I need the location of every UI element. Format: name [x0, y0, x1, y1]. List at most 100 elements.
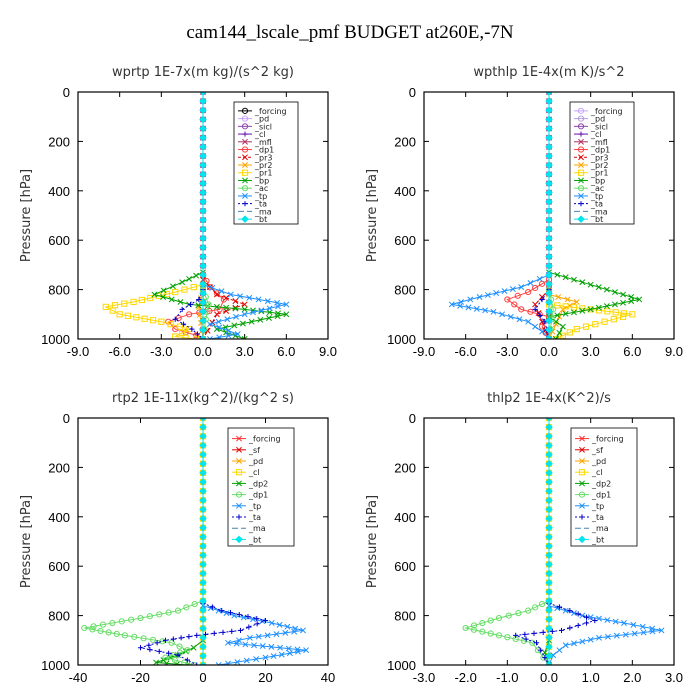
series-point_tp: [255, 296, 262, 303]
legend-marker_ta: [236, 514, 242, 520]
series-point_tp: [225, 327, 232, 334]
series-point_bp: [620, 291, 627, 298]
legend-label: _pr2: [590, 161, 608, 170]
series-point_pr1: [566, 329, 573, 336]
series-point_dp1: [186, 311, 193, 318]
legend-label: _ta: [590, 200, 603, 209]
series-line_dp1: [167, 274, 225, 339]
series-point_bt: [545, 661, 553, 665]
legend-label: _pd: [254, 115, 269, 124]
series-point_ta: [178, 635, 184, 641]
legend-label: _ac: [254, 184, 268, 193]
series-point_bt: [545, 624, 553, 633]
legend-marker_forcing: [577, 107, 585, 114]
legend-marker_dp1: [578, 491, 586, 498]
legend-label: _forcing: [248, 435, 281, 444]
legend-label: _forcing: [591, 435, 624, 444]
plot-frame: [423, 417, 675, 666]
series-point_ta: [202, 631, 209, 637]
x-tick-label: 0: [199, 670, 206, 685]
legend-label: _ta: [591, 513, 604, 522]
series-point_tp: [587, 614, 594, 621]
series-point_ta: [539, 296, 545, 303]
series-point_ta: [154, 640, 160, 646]
series-point_tp: [639, 623, 646, 630]
series-point_bt: [199, 478, 207, 486]
series-point_bp: [620, 299, 627, 306]
series-point_ta: [246, 624, 252, 630]
series-point_bt: [545, 188, 553, 197]
x-tick-label: -6.0: [454, 344, 476, 359]
legend-label: _mfl: [590, 138, 608, 147]
series-point_bt: [199, 335, 207, 339]
series-point_bt: [545, 533, 553, 541]
x-tick-label: 6.0: [277, 344, 295, 359]
series-point_pr2: [555, 294, 562, 300]
series-point_tp: [234, 331, 241, 338]
series-point_ta: [522, 631, 528, 637]
series-point_dp1: [190, 661, 197, 665]
series-point_tp: [234, 659, 241, 665]
series-point_bt: [545, 542, 553, 550]
legend-marker_sicl: [577, 123, 585, 130]
series-point_ta: [262, 617, 269, 624]
series-point_ta: [513, 632, 519, 638]
legend-label: _sicl: [254, 122, 272, 131]
series-point_ta: [540, 629, 546, 635]
x-tick-label: 1.0: [582, 670, 600, 685]
series-point_dp1: [169, 652, 176, 659]
series-point_tp: [231, 612, 238, 619]
legend-label: _dp2: [591, 479, 611, 488]
series-point_bt: [545, 243, 553, 252]
series-point_bp: [160, 287, 167, 294]
series-point_tp: [268, 620, 275, 626]
series-point_bt: [199, 418, 207, 422]
series-point_tp: [216, 334, 223, 339]
series-point_tp: [277, 644, 284, 651]
series-point_bt: [199, 92, 207, 96]
y-tick-label: 200: [394, 134, 416, 149]
legend-box: [570, 427, 638, 547]
x-tick-label: 40: [321, 670, 335, 685]
series-point_bt: [199, 569, 207, 578]
series-point_pr1: [138, 296, 145, 304]
series-point_bp: [554, 271, 561, 278]
series-point_tp: [206, 336, 213, 339]
series-point_bt: [545, 578, 553, 587]
series-point_ta: [170, 636, 176, 642]
series-point_pr1: [149, 317, 157, 324]
series-point_dp1: [184, 647, 191, 654]
legend-label: _pd: [248, 457, 263, 466]
legend-marker_forcing: [241, 107, 249, 114]
panel-title: rtp2 1E-11x(kg^2)/(kg^2 s): [112, 391, 294, 406]
series-point_bt: [199, 207, 207, 215]
series-point_ta: [211, 630, 217, 636]
legend-marker_cl: [578, 131, 584, 137]
series-point_ta: [180, 321, 187, 327]
series-point_pr3: [223, 294, 230, 301]
series-point_tp: [225, 660, 231, 665]
series-point_pr1: [158, 318, 165, 325]
series-point_bt: [199, 179, 207, 188]
series-point_bt: [199, 597, 207, 605]
series-point_bt: [545, 505, 553, 514]
series-point_bt: [199, 542, 207, 550]
series-point_dp1: [518, 306, 525, 313]
series-point_dp1: [191, 600, 198, 608]
series-point_tp: [223, 610, 230, 617]
series-point_tp: [640, 629, 647, 636]
legend-marker_tp: [578, 192, 584, 199]
series-point_pr1: [620, 310, 628, 317]
series-point_bt: [545, 597, 553, 605]
legend-marker_pr1: [241, 169, 249, 176]
series-point_bp: [636, 296, 643, 303]
series-point_tp: [484, 292, 491, 298]
series-point_dp1: [487, 630, 494, 637]
series-point_bt: [199, 588, 207, 596]
series-point_tp: [556, 647, 563, 654]
series-layer: [462, 418, 665, 665]
series-point_tp: [218, 288, 225, 295]
legend-label: _mfl: [254, 138, 272, 147]
series-point_bt: [199, 524, 207, 532]
